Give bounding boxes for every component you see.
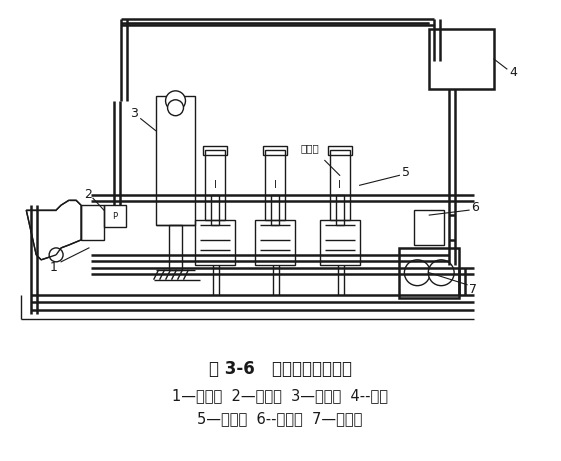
Text: P: P <box>112 212 117 220</box>
Text: 储气筒: 储气筒 <box>301 143 319 154</box>
Bar <box>155 96 195 225</box>
Bar <box>265 150 285 220</box>
Bar <box>104 205 126 227</box>
Polygon shape <box>26 200 81 260</box>
Bar <box>320 220 360 265</box>
Bar <box>211 195 219 225</box>
Text: I: I <box>338 180 341 190</box>
Bar <box>399 248 459 298</box>
Circle shape <box>165 91 186 111</box>
Text: 2: 2 <box>84 188 92 201</box>
Circle shape <box>168 100 183 116</box>
Bar <box>328 146 352 155</box>
Circle shape <box>404 260 430 286</box>
Text: 1: 1 <box>49 261 57 274</box>
Bar <box>415 210 444 245</box>
Bar <box>205 150 226 220</box>
Text: 5—电磁阀  6--取力器  7—液压泵: 5—电磁阀 6--取力器 7—液压泵 <box>197 411 363 426</box>
Bar <box>263 146 287 155</box>
Text: 7: 7 <box>469 283 477 296</box>
Bar <box>255 220 295 265</box>
Text: 4: 4 <box>509 66 517 79</box>
Text: 图 3-6   液压系统工作简图: 图 3-6 液压系统工作简图 <box>209 360 352 378</box>
Bar <box>81 205 104 240</box>
Text: 1—分配器  2—限位阀  3—液压缸  4--油箱: 1—分配器 2—限位阀 3—液压缸 4--油箱 <box>172 389 388 403</box>
Bar <box>204 146 227 155</box>
Bar <box>335 195 344 225</box>
Bar <box>271 195 279 225</box>
Bar <box>429 29 494 89</box>
Text: I: I <box>214 180 217 190</box>
Circle shape <box>49 248 63 262</box>
Circle shape <box>428 260 454 286</box>
Text: I: I <box>274 180 277 190</box>
Bar <box>195 220 235 265</box>
Text: 3: 3 <box>130 107 137 120</box>
Bar <box>168 225 182 270</box>
Text: 5: 5 <box>402 166 411 179</box>
Bar <box>330 150 350 220</box>
Text: 6: 6 <box>471 201 479 213</box>
